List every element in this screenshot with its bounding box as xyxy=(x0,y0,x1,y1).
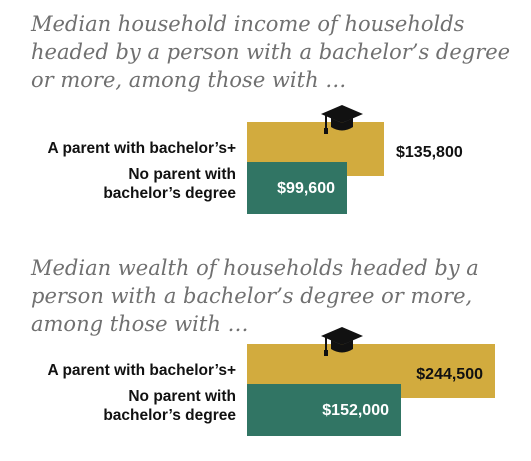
category-label-line: No parent with xyxy=(128,166,236,183)
category-label: A parent with bachelor’s+ xyxy=(48,361,236,380)
bar-no-parent-bachelors xyxy=(247,384,401,436)
value-label: $152,000 xyxy=(322,402,389,419)
bar-no-parent-bachelors xyxy=(247,162,347,214)
wealth-chart: Median wealth of households headed by a … xyxy=(0,244,531,461)
category-label: No parent with bachelor’s degree xyxy=(103,387,236,425)
graduation-cap-icon xyxy=(320,325,364,357)
chart-subtitle: Median wealth of households headed by a … xyxy=(31,256,479,336)
category-label: A parent with bachelor’s+ xyxy=(48,139,236,158)
value-label: $135,800 xyxy=(396,144,463,161)
chart-subtitle: Median household income of households he… xyxy=(31,12,511,92)
category-label-line: A parent with bachelor’s+ xyxy=(47,139,236,157)
value-label: $99,600 xyxy=(277,180,335,197)
category-label: No parent with bachelor’s degree xyxy=(103,165,236,203)
category-label-line: bachelor’s degree xyxy=(103,185,236,202)
category-label-line: No parent with xyxy=(128,388,236,405)
category-label-line: bachelor’s degree xyxy=(103,407,236,424)
income-chart: Median household income of households he… xyxy=(0,0,531,228)
category-label-line: A parent with bachelor’s+ xyxy=(47,361,236,379)
graduation-cap-icon xyxy=(320,103,364,135)
value-label: $244,500 xyxy=(416,366,483,383)
